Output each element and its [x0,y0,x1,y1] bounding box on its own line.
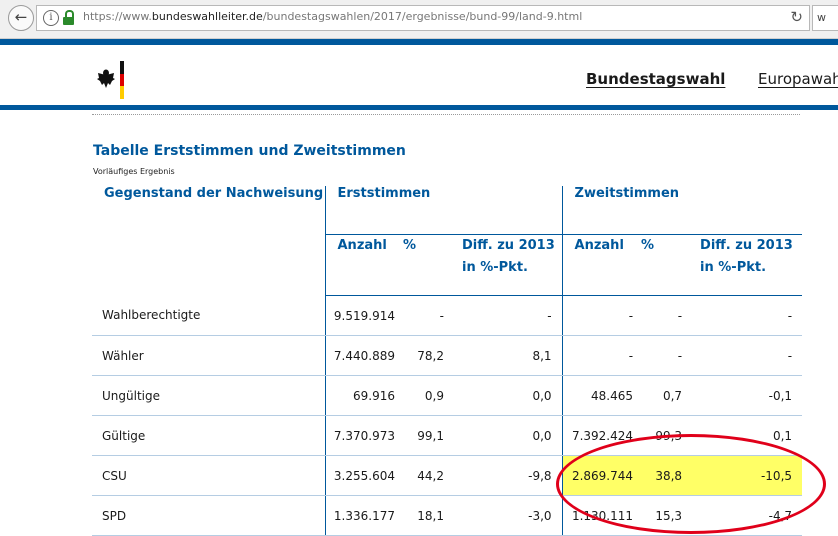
zweit-diff: 0,1 [688,415,803,456]
erst-pct: 0,9 [403,375,450,416]
header-erst-diff: Diff. zu 2013 in %-Pkt. [450,234,563,296]
table-subtitle: Vorläufiges Ergebnis [93,167,175,176]
erst-diff: 0,0 [450,415,563,456]
zweit-diff: - [688,335,803,376]
zweit-diff: - [688,295,803,336]
erst-anzahl: 7.440.889 [324,335,403,376]
row-label: Ungültige [92,375,325,416]
results-table: Gegenstand der Nachweisung Erststimmen Z… [92,186,803,536]
header-zweitstimmen: Zweitstimmen [561,186,803,235]
header-erst-pct: % [403,234,450,296]
erst-pct: 78,2 [403,335,450,376]
zweit-pct: 99,3 [641,415,689,456]
zweit-pct-highlighted: 38,8 [641,455,689,496]
zweit-anzahl: 7.392.424 [561,415,642,456]
nav-europawahl[interactable]: Europawahl [758,70,838,88]
erst-anzahl: 3.255.604 [324,455,403,496]
erst-pct: - [403,295,450,336]
erst-anzahl: 7.370.973 [324,415,403,456]
row-label: Wähler [92,335,325,376]
header-erst-anzahl: Anzahl [324,234,403,296]
erst-diff: - [450,295,563,336]
url-text[interactable]: https://www.bundeswahlleiter.de/bundesta… [83,10,583,23]
header-zweit-diff: Diff. zu 2013 in %-Pkt. [688,234,803,296]
header-erststimmen: Erststimmen [324,186,563,235]
browser-toolbar: ← i https://www.bundeswahlleiter.de/bund… [0,0,838,39]
row-label: Gültige [92,415,325,456]
table-row: CSU 3.255.604 44,2 -9,8 2.869.744 38,8 -… [92,455,803,496]
erst-diff: -9,8 [450,455,563,496]
table-row: Gültige 7.370.973 99,1 0,0 7.392.424 99,… [92,415,803,456]
site-header: Bundestagswahl Europawahl [0,39,838,112]
reload-icon[interactable]: ↻ [790,8,803,26]
erst-diff: 0,0 [450,375,563,416]
table-title: Tabelle Erststimmen und Zweitstimmen [93,143,406,159]
zweit-pct: - [641,295,689,336]
zweit-pct: - [641,335,689,376]
header-zweit-anzahl: Anzahl [561,234,642,296]
lock-icon [63,10,74,25]
german-flag-stripe [120,61,124,99]
erst-pct: 44,2 [403,455,450,496]
zweit-anzahl: 48.465 [561,375,642,416]
erst-pct: 99,1 [403,415,450,456]
row-label: CSU [92,455,325,496]
federal-eagle-icon [97,69,115,88]
zweit-anzahl: - [561,295,642,336]
nav-bundestagswahl[interactable]: Bundestagswahl [586,70,726,88]
zweit-pct: 0,7 [641,375,689,416]
search-box[interactable]: w [812,5,838,31]
dotted-separator [92,114,800,115]
back-arrow-icon[interactable]: ← [8,5,34,31]
erst-anzahl: 69.916 [324,375,403,416]
table-row: Wähler 7.440.889 78,2 8,1 - - - [92,335,803,376]
zweit-diff-highlighted: -10,5 [688,455,803,496]
info-icon[interactable]: i [43,10,59,26]
table-row: Wahlberechtigte 9.519.914 - - - - - [92,295,803,336]
header-divider [0,105,838,110]
table-row: Ungültige 69.916 0,9 0,0 48.465 0,7 -0,1 [92,375,803,416]
row-label: Wahlberechtigte [92,295,325,336]
erst-anzahl: 9.519.914 [324,295,403,336]
zweit-anzahl: - [561,335,642,376]
zweit-anzahl-highlighted: 2.869.744 [561,455,642,496]
address-bar[interactable]: i https://www.bundeswahlleiter.de/bundes… [36,5,810,31]
header-gegenstand: Gegenstand der Nachweisung [104,186,324,201]
zweit-diff: -0,1 [688,375,803,416]
header-zweit-pct: % [641,234,689,296]
erst-diff: 8,1 [450,335,563,376]
